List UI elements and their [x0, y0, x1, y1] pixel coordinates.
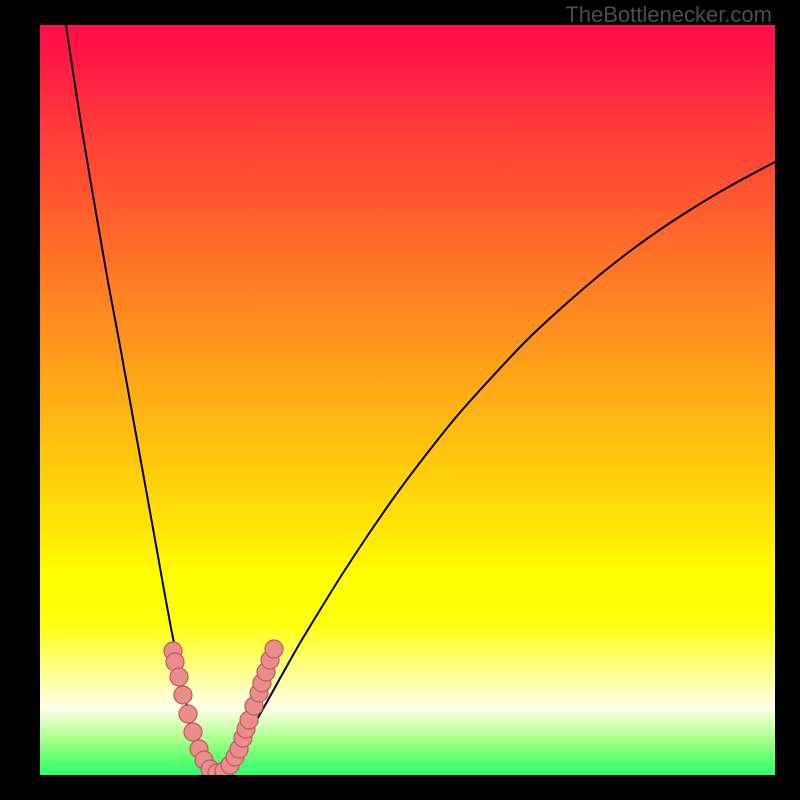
chart-canvas: TheBottlenecker.com [0, 0, 800, 800]
watermark-text: TheBottlenecker.com [565, 2, 772, 28]
border-bottom [0, 775, 800, 800]
border-left [0, 0, 40, 800]
border-right [775, 0, 800, 800]
background-gradient [0, 0, 800, 800]
